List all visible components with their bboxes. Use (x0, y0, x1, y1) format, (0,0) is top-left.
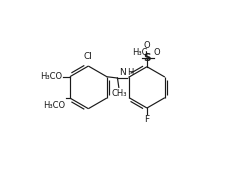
Text: Cl: Cl (84, 52, 93, 61)
Text: H₃C: H₃C (132, 48, 148, 57)
Text: F: F (144, 115, 150, 124)
Text: S: S (143, 53, 151, 63)
Text: H₃CO: H₃CO (44, 101, 66, 110)
Text: O: O (154, 48, 160, 57)
Text: H: H (128, 68, 134, 77)
Text: O: O (144, 41, 151, 50)
Text: CH₃: CH₃ (112, 89, 127, 98)
Text: H₃CO: H₃CO (40, 72, 62, 81)
Text: N: N (119, 68, 126, 77)
